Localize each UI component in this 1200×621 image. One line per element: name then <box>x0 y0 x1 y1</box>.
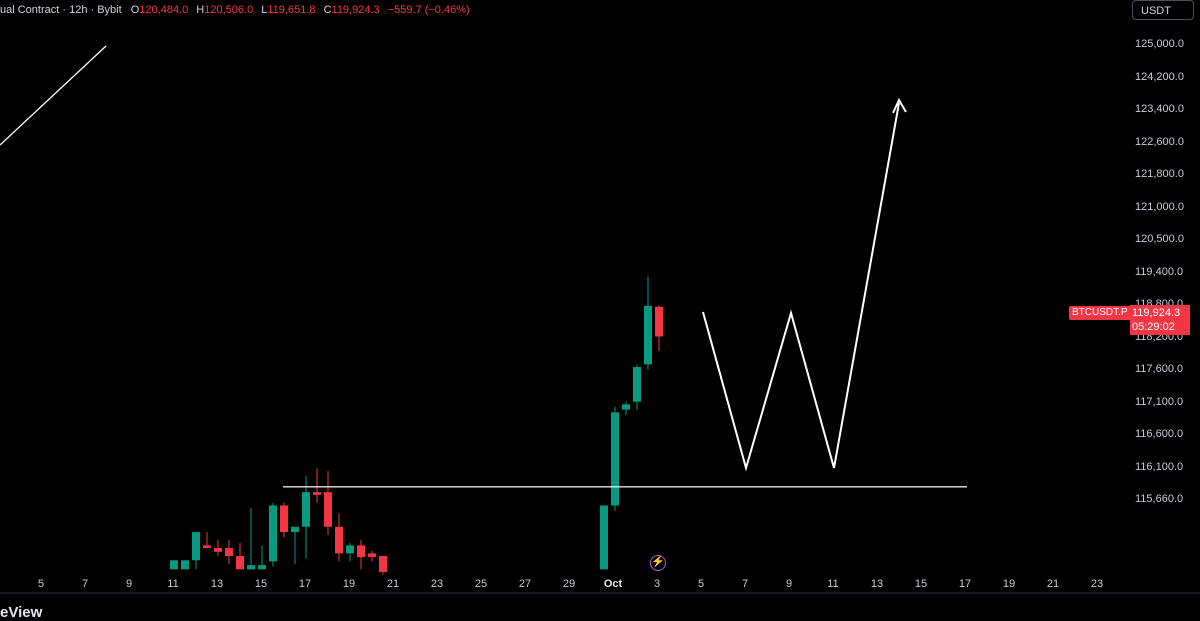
close-value: 119,924.3 <box>331 4 380 16</box>
candle-body <box>600 505 608 570</box>
time-axis-label: 13 <box>210 578 224 590</box>
candle-body <box>655 306 663 337</box>
candle-body <box>269 505 277 562</box>
last-price-value: 119,924.3 <box>1132 307 1181 319</box>
open-value: 120,484.0 <box>139 4 189 16</box>
bar-countdown: 05:29:02 <box>1132 321 1175 333</box>
time-axis-label: 7 <box>81 578 89 590</box>
price-axis-label: 117,100.0 <box>1135 395 1184 408</box>
price-axis-label: 121,000.0 <box>1135 200 1184 213</box>
projection-arrowhead <box>892 97 907 114</box>
time-axis-label: 29 <box>562 578 576 590</box>
time-axis-label: 3 <box>653 578 661 590</box>
candle-body <box>170 560 178 570</box>
time-axis-label: 23 <box>430 578 444 590</box>
price-axis-label: 117,600.0 <box>1135 363 1184 375</box>
candle-body <box>247 565 255 570</box>
symbol-legend: ual Contract · 12h · Bybit O120,484.0 H1… <box>0 2 475 18</box>
candle-body <box>379 556 387 572</box>
time-axis-label: 25 <box>474 578 488 590</box>
price-axis-label: 119,400.0 <box>1135 265 1184 278</box>
flash-event-icon[interactable]: ⚡ <box>650 555 666 571</box>
candle-body <box>280 505 288 533</box>
time-axis-label: 15 <box>914 578 928 590</box>
time-axis-label: 27 <box>518 578 532 590</box>
trend-line-drawing <box>0 45 107 146</box>
brand-watermark: eView <box>0 604 43 621</box>
high-value: 120,506.0 <box>204 4 254 16</box>
time-axis-label: 13 <box>870 578 884 590</box>
candle-body <box>611 412 619 506</box>
candle-body <box>368 553 376 558</box>
candle-body <box>335 526 343 554</box>
price-axis-label: 116,100.0 <box>1135 460 1184 473</box>
candle-body <box>192 532 200 561</box>
price-axis-label: 116,600.0 <box>1135 428 1184 440</box>
time-axis-label: 17 <box>298 578 312 590</box>
candle-body <box>181 560 189 570</box>
time-axis-label: 11 <box>827 578 839 590</box>
symbol-price-tag: BTCUSDT.P <box>1069 306 1131 320</box>
candle-body <box>357 545 365 558</box>
price-axis-label: 121,800.0 <box>1135 168 1184 180</box>
time-axis-label: 23 <box>1090 578 1104 590</box>
open-label: O <box>130 4 140 16</box>
high-label: H <box>196 4 205 16</box>
w-pattern-projection-path <box>702 102 900 472</box>
low-label: L <box>261 4 268 16</box>
price-axis-label: 124,200.0 <box>1135 70 1184 83</box>
candle-body <box>346 545 354 554</box>
candle-body <box>236 556 244 570</box>
time-axis-label: Oct <box>603 578 623 590</box>
time-axis-label: 15 <box>254 578 268 590</box>
candle-body <box>214 548 222 552</box>
time-axis-label: 7 <box>741 578 749 590</box>
close-label: C <box>323 4 332 16</box>
time-axis-label: 5 <box>37 578 45 590</box>
candle-body <box>203 545 211 549</box>
time-axis-label: 21 <box>386 578 400 590</box>
candle-body <box>633 367 641 402</box>
candle-body <box>302 492 310 527</box>
time-axis-label: 19 <box>342 578 356 590</box>
candle-body <box>644 305 652 365</box>
symbol-title: ual Contract · 12h · Bybit <box>0 4 122 16</box>
low-value: 119,651.8 <box>267 4 316 16</box>
price-axis-label: 115,660.0 <box>1135 493 1184 505</box>
candle-body <box>622 404 630 410</box>
time-axis-label: 17 <box>958 578 972 590</box>
price-axis-label: 120,500.0 <box>1135 233 1184 245</box>
candle-body <box>324 492 332 527</box>
time-axis-label: 21 <box>1046 578 1060 590</box>
currency-selector-button[interactable]: USDT <box>1132 0 1194 20</box>
price-axis-label: 122,600.0 <box>1135 135 1184 148</box>
time-axis-label: 11 <box>167 578 179 590</box>
last-price-tag: 119,924.3 05:29:02 <box>1130 305 1190 335</box>
candle-body <box>291 526 299 533</box>
time-axis-label: 9 <box>125 578 133 590</box>
candles-group <box>170 276 663 575</box>
candle-body <box>258 565 266 570</box>
price-axis-label: 123,400.0 <box>1135 103 1184 115</box>
candle-body <box>225 548 233 557</box>
time-axis-label: 19 <box>1002 578 1016 590</box>
time-axis-label: 5 <box>697 578 705 590</box>
candle-body <box>313 492 321 495</box>
change-value: −559.7 (−0.46%) <box>387 4 470 16</box>
price-axis-label: 125,000.0 <box>1135 38 1184 50</box>
time-axis-label: 9 <box>785 578 793 590</box>
